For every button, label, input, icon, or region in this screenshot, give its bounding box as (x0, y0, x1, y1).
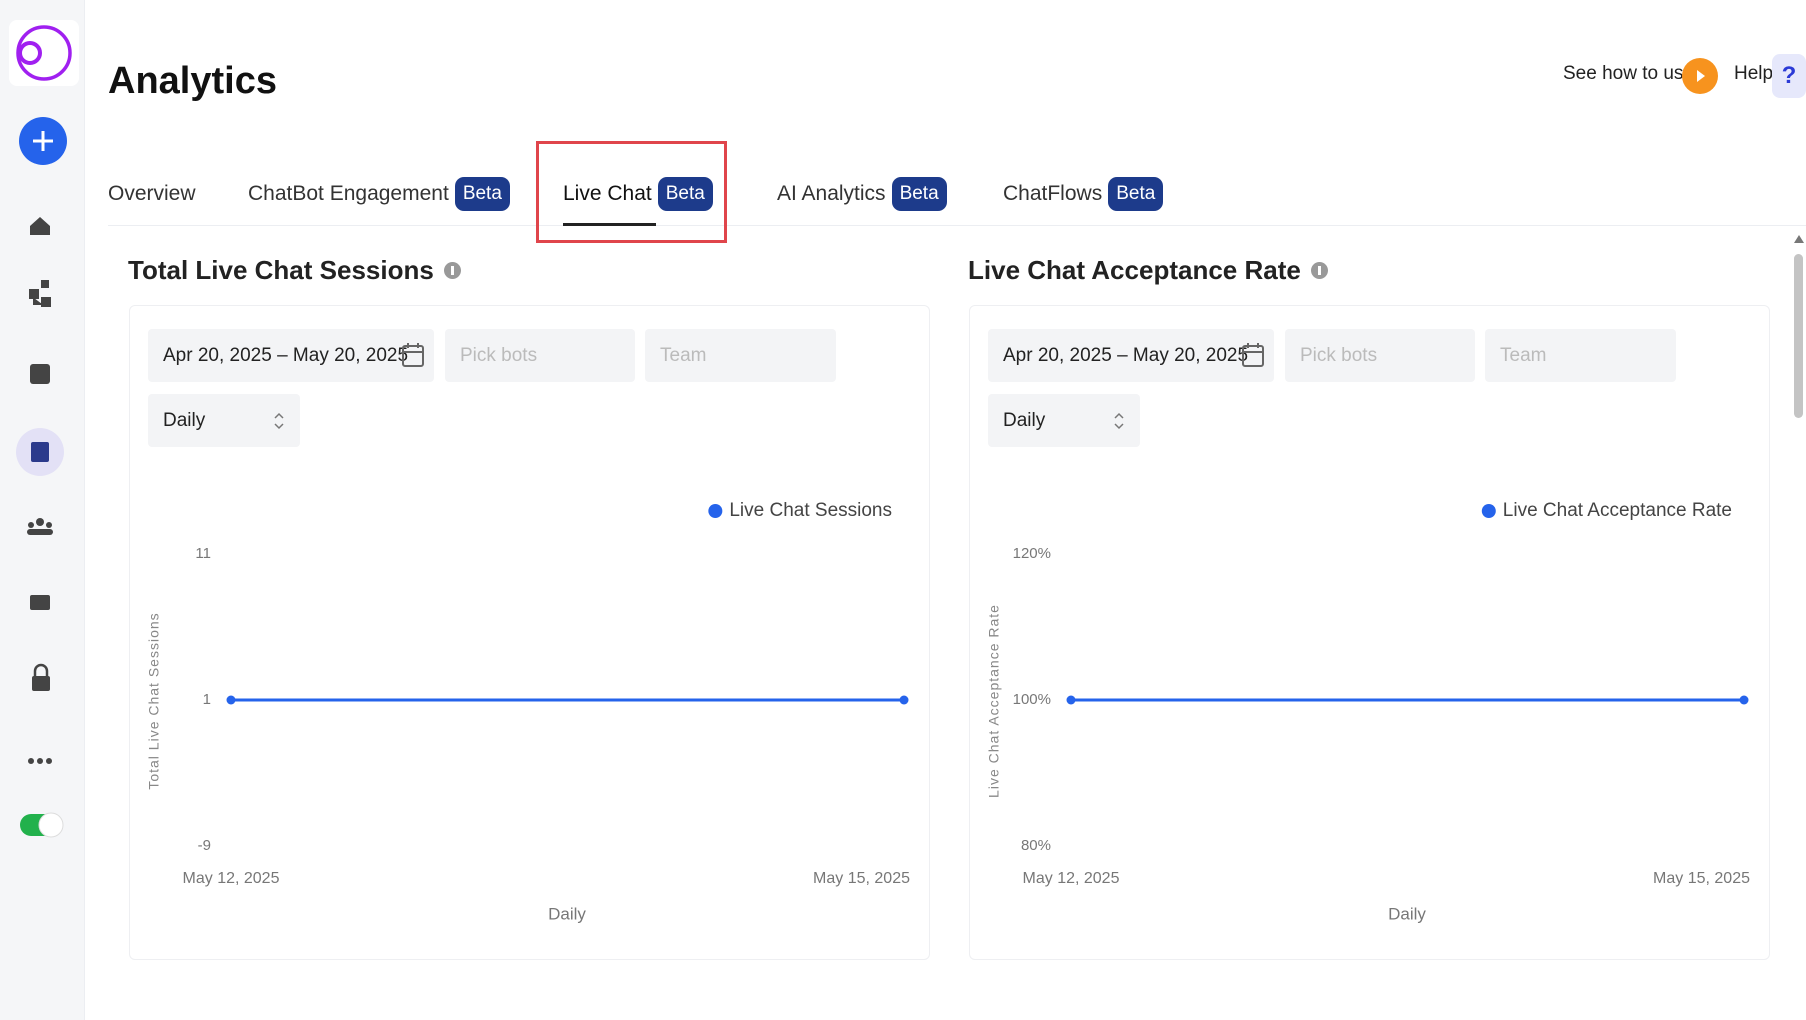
toggle-knob (38, 812, 64, 838)
sidebar (0, 0, 85, 1020)
lock-shackle (33, 663, 49, 676)
play-icon[interactable] (1682, 58, 1718, 94)
select-chevrons (1114, 412, 1124, 430)
scrollbar[interactable] (1790, 228, 1806, 428)
tab-label: Live Chat (563, 182, 652, 205)
tab-label: Overview (108, 182, 196, 205)
x-axis-label: Daily (1388, 904, 1426, 923)
legend-label: Live Chat Sessions (729, 500, 892, 521)
flow-icon[interactable] (29, 280, 51, 307)
x-tick-label: May 12, 2025 (183, 870, 280, 887)
legend-label: Live Chat Acceptance Rate (1503, 500, 1732, 521)
tab-divider (108, 225, 1806, 226)
calendar-body (402, 345, 424, 367)
chart-title: Total Live Chat Sessions (128, 255, 461, 286)
calendar-icon (402, 343, 424, 367)
beta-badge: Beta (657, 177, 713, 211)
interval-select[interactable]: Daily (148, 394, 300, 447)
calendar-body (1242, 345, 1264, 367)
calendar-top (403, 343, 423, 353)
team-picker[interactable]: Team (1485, 329, 1676, 382)
info-icon[interactable] (1310, 262, 1328, 279)
data-point (226, 695, 236, 705)
date-range-picker[interactable]: Apr 20, 2025 – May 20, 2025 (148, 329, 434, 382)
chevron (274, 412, 284, 430)
tab[interactable]: Live Chat Beta (563, 174, 713, 214)
data-point (1739, 695, 1749, 705)
bot-picker[interactable]: Pick bots (1285, 329, 1475, 382)
x-axis-label: Daily (548, 904, 586, 923)
team-icon[interactable] (27, 518, 53, 535)
chart-title-text: Total Live Chat Sessions (128, 255, 434, 285)
lock-icon[interactable] (32, 676, 50, 691)
help-link[interactable]: Help (1734, 63, 1774, 84)
highlight-box (536, 141, 727, 243)
interval-select[interactable]: Daily (988, 394, 1140, 447)
data-point (899, 695, 909, 705)
y-axis-label: Live Chat Acceptance Rate (986, 604, 1002, 798)
bot-picker[interactable]: Pick bots (445, 329, 635, 382)
y-tick-label: 11 (195, 545, 211, 562)
calendar-top (1243, 343, 1263, 353)
see-how-link[interactable]: See how to use (1563, 63, 1694, 84)
y-tick-label: 1 (203, 691, 211, 708)
beta-badge: Beta (1108, 177, 1164, 211)
x-tick-label: May 12, 2025 (1023, 870, 1120, 887)
beta-badge: Beta (891, 177, 947, 211)
chevron (1114, 412, 1124, 430)
analytics-icon[interactable] (31, 442, 49, 462)
tab-label: AI Analytics (777, 182, 886, 205)
beta-badge: Beta (454, 177, 510, 211)
plus-icon (33, 131, 53, 151)
chart-card (129, 305, 930, 960)
tab-label: ChatBot Engagement (248, 182, 449, 205)
x-tick-label: May 15, 2025 (813, 870, 910, 887)
y-tick-label: -9 (198, 837, 211, 854)
tab[interactable]: ChatBot Engagement Beta (248, 174, 510, 214)
select-chevrons (274, 412, 284, 430)
active-tab-underline (563, 223, 656, 226)
y-tick-label: 80% (1021, 837, 1051, 854)
page-title: Analytics (108, 60, 277, 102)
chart-title-text: Live Chat Acceptance Rate (968, 255, 1301, 285)
legend-marker (1481, 504, 1496, 518)
help-button[interactable]: ? (1772, 54, 1806, 98)
date-range-picker[interactable]: Apr 20, 2025 – May 20, 2025 (988, 329, 1274, 382)
y-axis-label: Total Live Chat Sessions (146, 612, 162, 789)
y-tick-label: 120% (1013, 545, 1051, 562)
chart-title: Live Chat Acceptance Rate (968, 255, 1328, 286)
sidebar-icons (9, 20, 79, 838)
info-glyph (450, 266, 454, 275)
tab[interactable]: AI Analytics Beta (777, 174, 947, 214)
logo-inner (18, 41, 42, 65)
screen-icon[interactable] (30, 595, 50, 610)
team-picker[interactable]: Team (645, 329, 836, 382)
info-icon[interactable] (443, 262, 461, 279)
info-glyph (1317, 266, 1321, 275)
home-icon[interactable] (30, 217, 50, 235)
calendar-icon (1242, 343, 1264, 367)
chart-card (969, 305, 1770, 960)
line-chart: 80% 100% 120% May 12, 2025 May 15, 2025 Daily… (986, 500, 1750, 923)
y-tick-label: 100% (1013, 691, 1051, 708)
inbox-icon[interactable] (30, 364, 50, 384)
data-point (1066, 695, 1076, 705)
tab-label: ChatFlows (1003, 182, 1103, 205)
legend-marker (708, 504, 723, 518)
logo-bg (9, 20, 79, 86)
more-icon[interactable] (28, 758, 52, 764)
x-tick-label: May 15, 2025 (1653, 870, 1750, 887)
tab[interactable]: ChatFlows Beta (1003, 174, 1164, 214)
tab[interactable]: Overview (108, 174, 196, 214)
